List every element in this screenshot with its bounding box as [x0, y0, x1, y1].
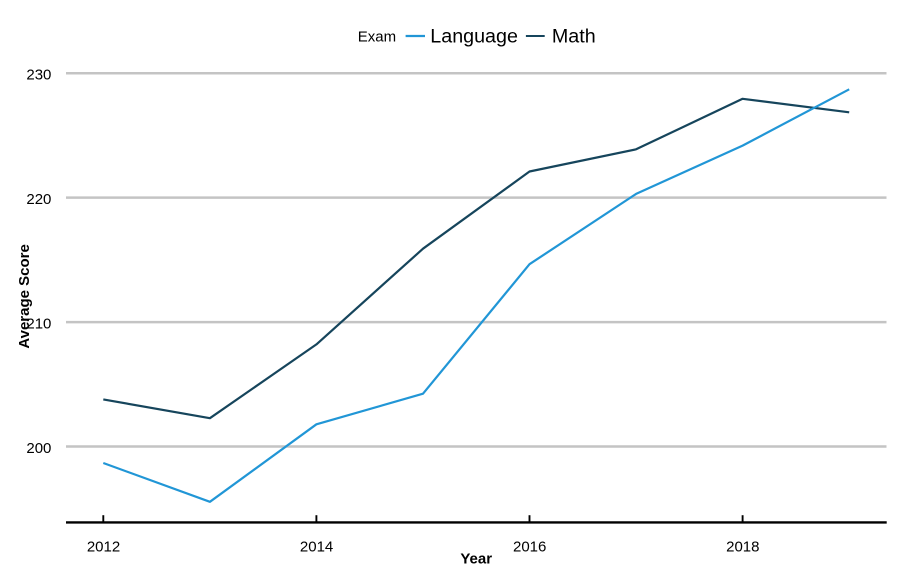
svg-text:2012: 2012	[87, 538, 120, 555]
svg-text:Exam: Exam	[358, 29, 396, 46]
svg-text:2018: 2018	[726, 538, 759, 555]
svg-text:2014: 2014	[300, 538, 333, 555]
svg-text:Math: Math	[552, 25, 596, 47]
svg-text:220: 220	[26, 191, 51, 208]
svg-text:Average Score: Average Score	[16, 244, 33, 349]
svg-text:200: 200	[26, 440, 51, 457]
svg-text:210: 210	[26, 315, 51, 332]
svg-text:2016: 2016	[513, 538, 546, 555]
svg-text:Language: Language	[430, 25, 518, 47]
svg-text:230: 230	[26, 66, 51, 83]
svg-text:Year: Year	[460, 551, 492, 568]
